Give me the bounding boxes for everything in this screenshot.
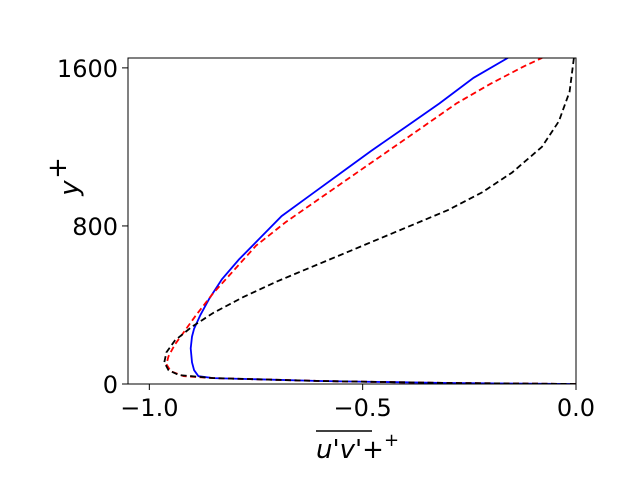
y-tick-label: 0 (103, 371, 118, 399)
y-axis-label-superscript: + (43, 157, 73, 179)
x-tick-label: −0.5 (334, 394, 392, 422)
x-axis-label: u'v'++ (316, 430, 399, 465)
y-tick-label: 800 (72, 213, 118, 241)
series-line-1 (165, 58, 576, 384)
plot-frame (127, 57, 577, 385)
ticks-layer: −1.0 −0.5 0.0 0 800 1600 (57, 55, 595, 422)
x-axis-label-text: u'v'++ (316, 430, 399, 465)
series-line-0 (189, 58, 576, 384)
y-tick-label: 1600 (57, 55, 118, 83)
series-line-2 (163, 58, 576, 384)
x-tick-label: −1.0 (120, 394, 178, 422)
x-axis-label-superscript: + (384, 430, 399, 451)
series-layer (163, 58, 576, 384)
y-axis-label-text: y (55, 180, 85, 197)
x-tick-label: 0.0 (557, 394, 595, 422)
y-axis-label: y + (43, 157, 85, 197)
